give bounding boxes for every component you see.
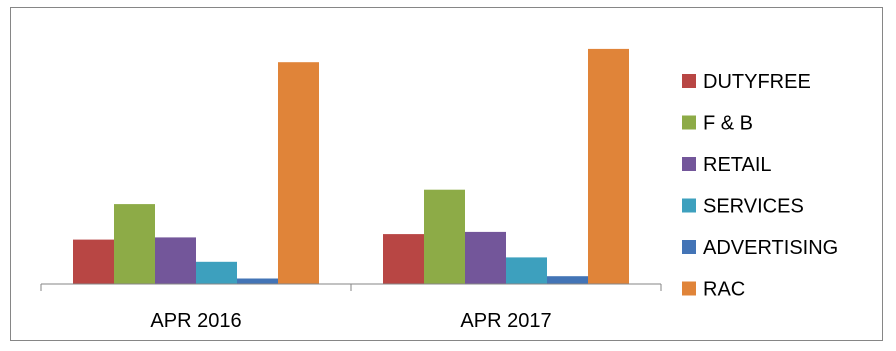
bar-retail-apr-2017 — [465, 231, 506, 284]
legend-label-dutyfree: DUTYFREE — [703, 71, 811, 93]
x-axis — [40, 283, 662, 291]
legend-swatch-retail — [682, 157, 696, 171]
category-labels: APR 2016 APR 2017 — [150, 310, 551, 332]
legend-label-f-b: F & B — [703, 113, 753, 135]
legend-swatch-advertising — [682, 240, 696, 254]
category-label-apr-2016: APR 2016 — [150, 310, 241, 332]
legend-label-advertising: ADVERTISING — [703, 237, 838, 259]
legend-swatch-dutyfree — [682, 74, 696, 88]
chart-frame — [10, 7, 883, 341]
bar-f-b-apr-2017 — [424, 189, 465, 284]
legend-swatch-f-b — [682, 115, 696, 130]
bar-rac-apr-2016 — [278, 62, 319, 285]
legend: DUTYFREE F & B RETAIL SERVICES ADVERTISING RA… — [682, 71, 838, 301]
bar-advertising-apr-2017 — [547, 276, 588, 284]
bars-group — [73, 48, 629, 285]
legend-swatch-rac — [682, 281, 696, 296]
legend-label-services: SERVICES — [703, 196, 804, 218]
category-label-apr-2017: APR 2017 — [460, 310, 551, 332]
bar-retail-apr-2016 — [155, 237, 196, 284]
legend-label-rac: RAC — [703, 279, 745, 301]
bar-f-b-apr-2016 — [114, 204, 155, 284]
bar-advertising-apr-2016 — [237, 278, 278, 284]
bar-dutyfree-apr-2016 — [73, 239, 114, 284]
bar-services-apr-2016 — [196, 261, 237, 284]
bar-rac-apr-2017 — [588, 48, 629, 285]
bar-dutyfree-apr-2017 — [383, 234, 424, 284]
legend-label-retail: RETAIL — [703, 154, 772, 176]
legend-swatch-services — [682, 198, 696, 213]
bar-services-apr-2017 — [506, 257, 547, 284]
